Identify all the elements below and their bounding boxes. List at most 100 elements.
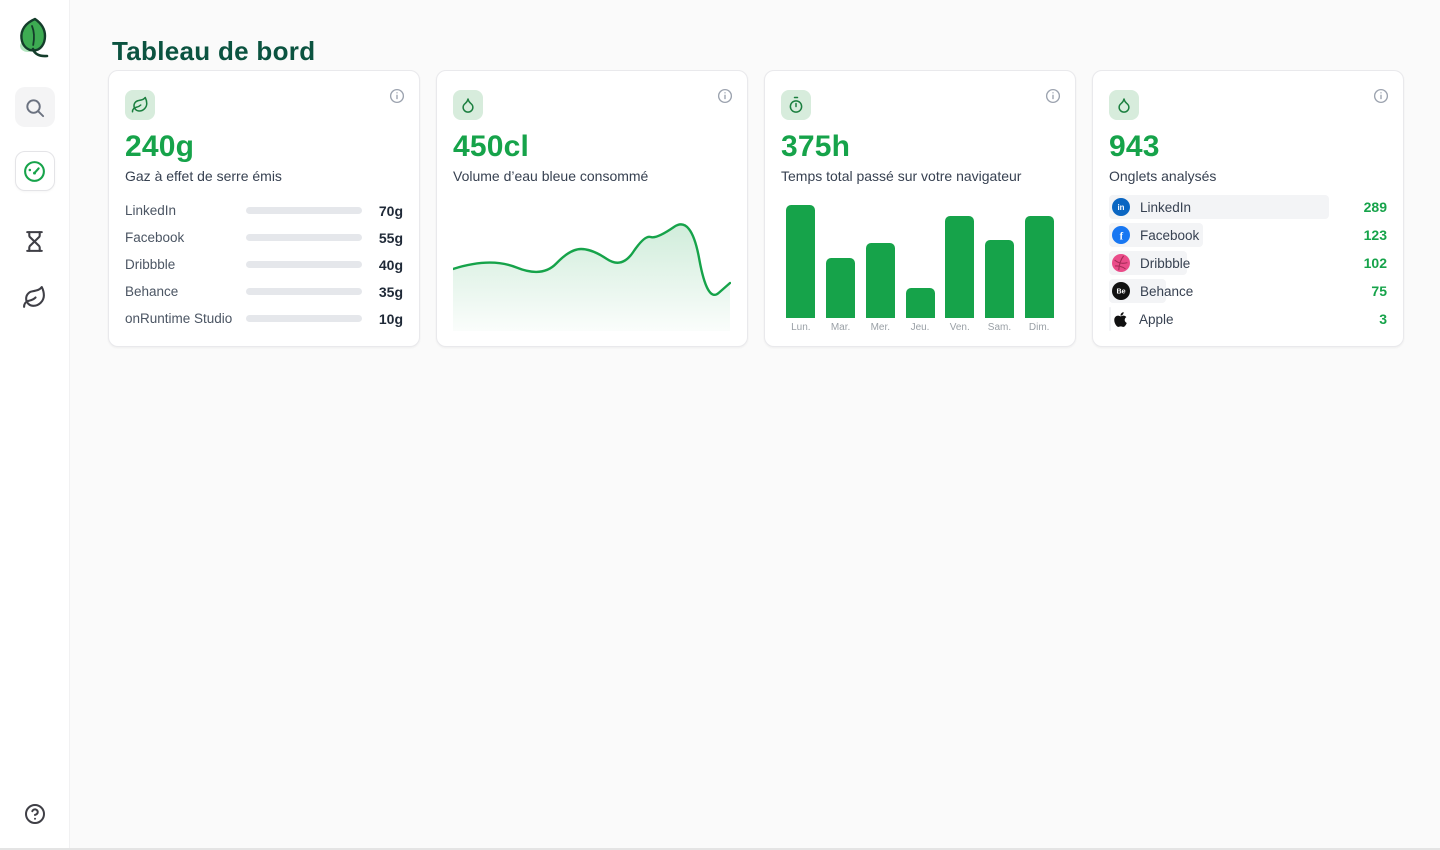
bar-category-label: Lun. (791, 322, 811, 333)
info-icon[interactable] (388, 87, 406, 105)
sidebar-search-button[interactable] (14, 87, 55, 127)
emission-row: LinkedIn 70g (125, 197, 403, 224)
gauge-icon (22, 159, 47, 184)
bar-category-label: Dim. (1028, 322, 1050, 333)
bar-column: Dim. (1019, 201, 1059, 334)
tab-row: Apple 3 (1109, 307, 1387, 331)
linkedin-icon: in (1112, 198, 1130, 216)
tab-row-content: in LinkedIn (1109, 195, 1191, 219)
svg-text:in: in (1118, 203, 1125, 212)
bar (826, 258, 856, 318)
tab-row-content: Be Behance (1109, 279, 1193, 303)
tab-count: 3 (1379, 311, 1387, 327)
tab-row: Dribbble 102 (1109, 251, 1387, 275)
emission-label: Behance (125, 284, 179, 299)
tab-count: 123 (1363, 227, 1387, 243)
tab-bar-track: Apple (1109, 307, 1329, 331)
bar-column: Mer. (860, 201, 900, 334)
behance-icon: Be (1112, 282, 1130, 300)
sidebar-dashboard-button[interactable] (14, 151, 55, 191)
info-icon[interactable] (716, 87, 734, 105)
bar-column: Lun. (781, 201, 821, 334)
tab-label: Behance (1140, 283, 1194, 299)
sidebar-history-button[interactable] (15, 221, 55, 261)
info-icon[interactable] (1044, 87, 1062, 105)
card-value: 450cl (453, 130, 530, 163)
hourglass-icon (22, 229, 47, 254)
sidebar-help-button[interactable] (15, 794, 55, 834)
bar-column: Ven. (940, 201, 980, 334)
droplet-icon (1109, 90, 1139, 120)
card-value: 375h (781, 130, 851, 163)
stopwatch-icon (781, 90, 811, 120)
tabs-bar-list: in LinkedIn 289 f Facebook 123 Dribbble 102 Be Be… (1109, 195, 1387, 331)
bar (905, 288, 935, 318)
tab-label: Facebook (1140, 227, 1200, 243)
tab-bar-track: Be Behance (1109, 279, 1329, 303)
tab-bar-track: f Facebook (1109, 223, 1329, 247)
emission-label: LinkedIn (125, 203, 177, 218)
info-icon[interactable] (1372, 87, 1390, 105)
emission-row: Facebook 55g (125, 224, 403, 251)
tab-row: in LinkedIn 289 (1109, 195, 1387, 219)
tab-count: 102 (1363, 255, 1387, 271)
svg-text:f: f (1120, 232, 1124, 243)
emission-value: 40g (378, 256, 403, 273)
card-browser-time: 375h Temps total passé sur votre navigat… (764, 70, 1076, 347)
progress-track (246, 261, 362, 268)
bar-category-label: Jeu. (910, 322, 930, 333)
emission-value: 55g (378, 229, 403, 246)
card-label: Volume d’eau bleue consommé (453, 168, 649, 184)
card-water-volume: 450cl Volume d’eau bleue consommé (436, 70, 748, 347)
apple-icon (1112, 311, 1129, 328)
bar (984, 240, 1014, 318)
progress-track (246, 234, 362, 241)
tab-bar-track: Dribbble (1109, 251, 1329, 275)
dribbble-icon (1112, 254, 1130, 272)
card-greenhouse-gas: 240g Gaz à effet de serre émis LinkedIn 7… (108, 70, 420, 347)
bar-category-label: Ven. (949, 322, 970, 333)
main-content: Tableau de bord 240g Gaz à effet de serr… (70, 0, 1440, 848)
cards-row: 240g Gaz à effet de serre émis LinkedIn 7… (108, 70, 1404, 347)
emission-row: onRuntime Studio 10g (125, 305, 403, 332)
leaf-icon (22, 285, 47, 310)
bar-column: Jeu. (900, 201, 940, 334)
emission-value: 70g (378, 202, 403, 219)
bar-category-label: Sam. (987, 322, 1012, 333)
card-label: Onglets analysés (1109, 168, 1217, 184)
card-label: Gaz à effet de serre émis (125, 168, 282, 184)
emissions-list: LinkedIn 70g Facebook 55g Dribbble 40g Behance… (125, 197, 403, 332)
bar-category-label: Mar. (830, 322, 851, 333)
emission-label: Facebook (125, 230, 185, 245)
tab-count: 289 (1363, 199, 1387, 215)
tab-label: LinkedIn (1140, 199, 1192, 215)
card-value: 240g (125, 130, 195, 163)
bar (786, 205, 816, 318)
bar-category-label: Mer. (870, 322, 891, 333)
card-analyzed-tabs: 943 Onglets analysés in LinkedIn 289 f Faceb… (1092, 70, 1404, 347)
svg-text:Be: Be (1116, 288, 1125, 296)
bar (865, 243, 895, 318)
time-bar-chart: Lun. Mar. Mer. Jeu. Ven. Sam. Dim. (781, 201, 1059, 334)
tab-row-content: Dribbble (1109, 251, 1190, 275)
tab-row-content: Apple (1109, 307, 1174, 331)
card-value: 943 (1109, 130, 1160, 163)
facebook-icon: f (1112, 226, 1130, 244)
tab-row: f Facebook 123 (1109, 223, 1387, 247)
card-label: Temps total passé sur votre navigateur (781, 168, 1022, 184)
emission-row: Dribbble 40g (125, 251, 403, 278)
tab-bar (1109, 195, 1329, 219)
water-area-chart (453, 206, 731, 331)
bar (945, 216, 975, 318)
bar (1024, 216, 1054, 318)
sidebar (0, 0, 70, 848)
tab-label: Apple (1139, 311, 1174, 327)
sidebar-eco-button[interactable] (15, 277, 55, 317)
progress-track (246, 315, 362, 322)
tab-bar (1109, 307, 1112, 331)
help-icon (23, 802, 47, 826)
tab-label: Dribbble (1140, 255, 1191, 271)
droplet-icon (453, 90, 483, 120)
emission-value: 35g (378, 283, 403, 300)
page-title: Tableau de bord (112, 36, 316, 66)
